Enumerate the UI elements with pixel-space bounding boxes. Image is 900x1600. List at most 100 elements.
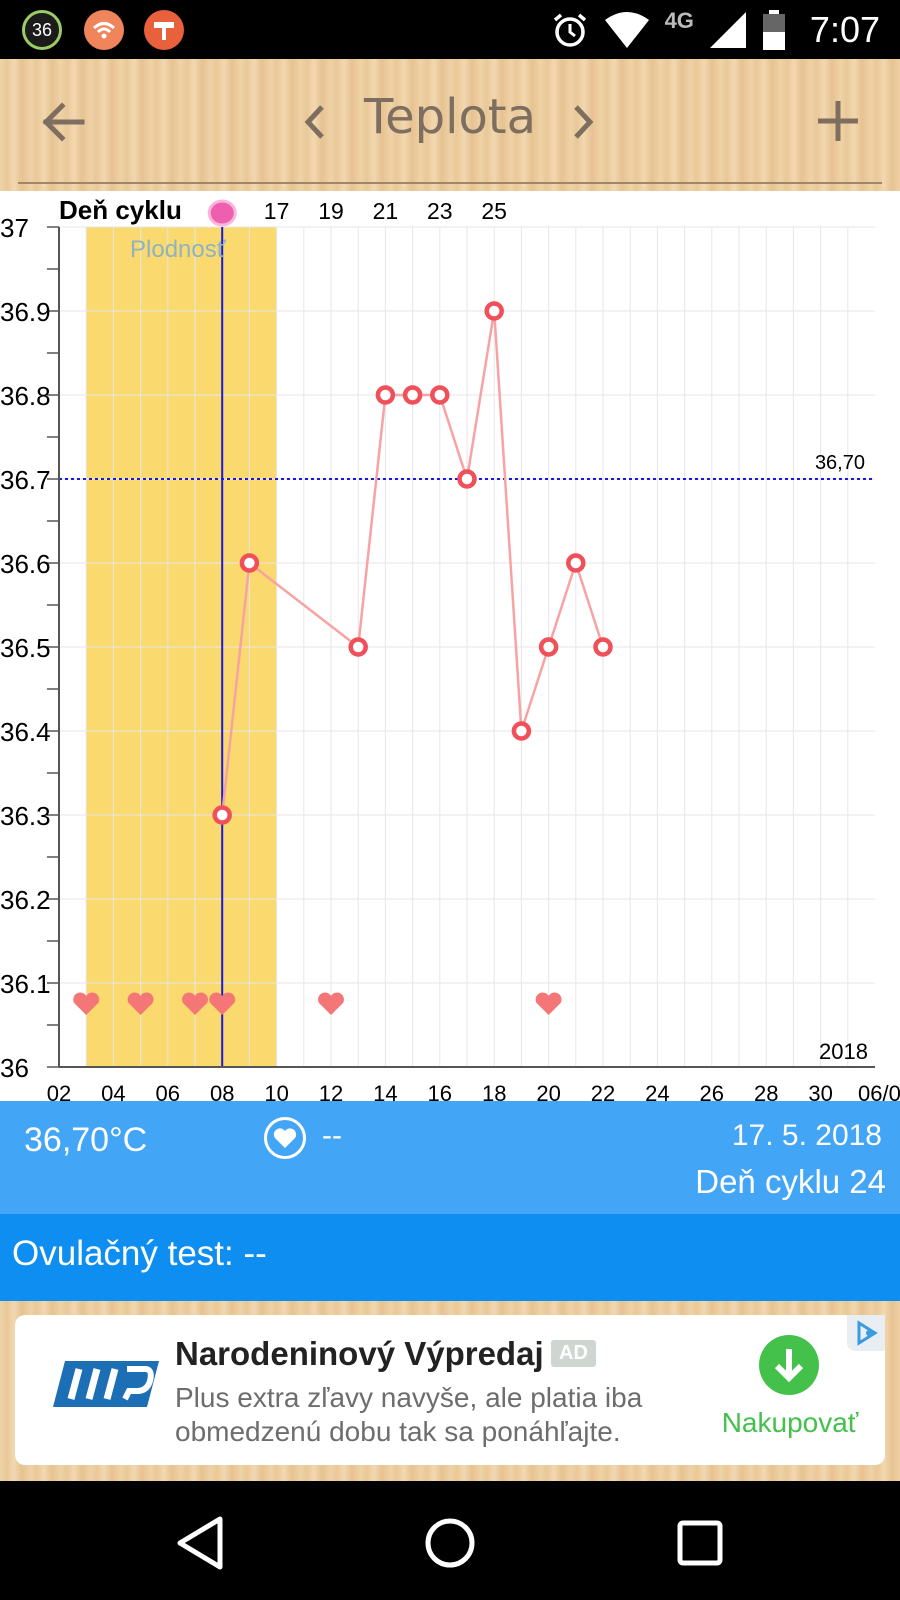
x-tick-label: 22 (591, 1081, 615, 1101)
intercourse-heart-icon (73, 992, 100, 1015)
ovulation-test-bar[interactable]: Ovulačný test: -- (0, 1214, 900, 1301)
nav-recents-button[interactable] (660, 1505, 740, 1581)
x-tick-label: 14 (373, 1081, 397, 1101)
ad-card[interactable]: Narodeninový Výpredaj AD Plus extra zľav… (15, 1315, 885, 1465)
chart-svg: 37 36.9 36.8 36.7 36.6 36.5 36.4 36.3 36.2 36.1 36… (0, 195, 900, 1101)
clock: 7:07 (809, 8, 880, 50)
cycle-axis-label: Deň cyklu (59, 195, 182, 225)
cycle-tick-label: 25 (481, 198, 507, 224)
temperature-point (348, 637, 368, 657)
cycle-tick-label: 23 (427, 198, 453, 224)
app-badge-icon: 36 (22, 10, 62, 50)
cycle-tick-label: 21 (373, 198, 399, 224)
status-right: 4G 7:07 (551, 0, 880, 59)
x-tick-label: 16 (428, 1081, 452, 1101)
info-bar[interactable]: 36,70°C -- 17. 5. 2018 Deň cyklu 24 (0, 1101, 900, 1214)
intercourse-heart-icon (535, 992, 562, 1015)
nav-back-button[interactable] (160, 1505, 240, 1581)
recents-square-icon (677, 1520, 723, 1566)
y-tick-label: 36.1 (0, 969, 51, 999)
toolbar: Teplota (0, 59, 900, 191)
x-tick-label: 04 (101, 1081, 125, 1101)
page-title: Teplota (363, 89, 537, 145)
network-type: 4G (664, 7, 694, 33)
arrow-left-icon (42, 102, 85, 142)
temperature-point (511, 721, 532, 741)
chevron-left-icon (304, 105, 324, 139)
y-tick-label: 36.5 (0, 633, 51, 663)
ad-badge: AD (551, 1340, 596, 1367)
intercourse-heart-icon (209, 992, 236, 1015)
nav-home-button[interactable] (410, 1505, 490, 1581)
ad-cta-button[interactable]: Nakupovať (705, 1335, 875, 1455)
y-tick-label: 36 (0, 1053, 29, 1083)
y-tick-label: 36.3 (0, 801, 51, 831)
ad-title: Narodeninový Výpredaj (175, 1335, 544, 1372)
fertile-window-label: Plodnosť (130, 236, 227, 263)
download-arrow-icon (759, 1335, 819, 1395)
status-bar: 36 4G 7:07 (0, 0, 900, 59)
x-tick-label: 06 (156, 1081, 180, 1101)
next-button[interactable] (566, 99, 600, 145)
temperature-point (402, 385, 423, 405)
vpn-app-icon (144, 10, 184, 50)
x-tick-label: 02 (47, 1081, 71, 1101)
y-tick-label: 36.9 (0, 297, 51, 327)
x-tick-label: 08 (210, 1081, 234, 1101)
alarm-icon (553, 13, 586, 47)
cycle-tick-label: 17 (264, 198, 290, 224)
x-tick-label: 24 (645, 1081, 669, 1101)
x-tick-label: 30 (808, 1081, 832, 1101)
heart-icon (273, 1128, 297, 1148)
temperature-point (239, 553, 260, 573)
temperature-series-line (220, 310, 605, 816)
y-tick-label: 36.7 (0, 465, 51, 495)
wifi-app-icon (84, 10, 124, 50)
cycle-tick-label: 19 (318, 198, 344, 224)
intercourse-heart-icon (127, 992, 154, 1015)
x-tick-label: 18 (482, 1081, 506, 1101)
x-tick-label: 06/01 (858, 1081, 900, 1101)
x-tick-label: 20 (536, 1081, 560, 1101)
battery-icon (762, 9, 785, 50)
home-circle-icon (425, 1518, 475, 1568)
temperature-point (430, 385, 450, 405)
y-tick-label: 37 (0, 213, 29, 243)
x-tick-label: 28 (754, 1081, 778, 1101)
year-label: 2018 (819, 1039, 868, 1064)
temperature-point (212, 805, 232, 825)
period-dot-icon (207, 199, 237, 227)
intercourse-heart-icon (182, 992, 208, 1015)
previous-button[interactable] (298, 99, 332, 145)
temperature-value: 36,70°C (24, 1121, 148, 1159)
ad-cta-label: Nakupovať (721, 1407, 859, 1438)
heart-value: -- (322, 1119, 342, 1152)
temperature-point (375, 385, 396, 405)
reference-line-label: 36,70 (815, 452, 865, 474)
temperature-point (484, 301, 504, 321)
temperature-point (593, 637, 613, 657)
plus-icon (818, 101, 858, 141)
heart-circle-icon[interactable] (264, 1117, 306, 1159)
temperature-chart[interactable]: 37 36.9 36.8 36.7 36.6 36.5 36.4 36.3 36.2 36.1 36… (0, 191, 900, 1101)
signal-icon (709, 11, 746, 48)
ad-description: Plus extra zľavy navyše, ale platia iba … (175, 1382, 643, 1447)
cycle-day: Deň cyklu 24 (695, 1163, 886, 1200)
y-tick-label: 36.8 (0, 381, 51, 411)
back-button[interactable] (38, 97, 88, 147)
y-tick-label: 36.4 (0, 717, 51, 747)
brand-logo-icon (53, 1361, 159, 1407)
add-button[interactable] (814, 95, 862, 147)
navigation-bar (0, 1481, 900, 1600)
ovulation-test-text: Ovulačný test: -- (12, 1234, 267, 1273)
adchoices-icon[interactable] (847, 1315, 885, 1351)
y-tick-label: 36.6 (0, 549, 51, 579)
chevron-right-icon (574, 105, 594, 139)
toolbar-divider (18, 182, 882, 184)
back-triangle-icon (177, 1516, 223, 1570)
ad-container: Narodeninový Výpredaj AD Plus extra zľav… (0, 1301, 900, 1481)
wifi-icon (604, 11, 649, 48)
x-tick-label: 12 (319, 1081, 343, 1101)
temperature-point (566, 553, 586, 573)
y-tick-label: 36.2 (0, 885, 51, 915)
